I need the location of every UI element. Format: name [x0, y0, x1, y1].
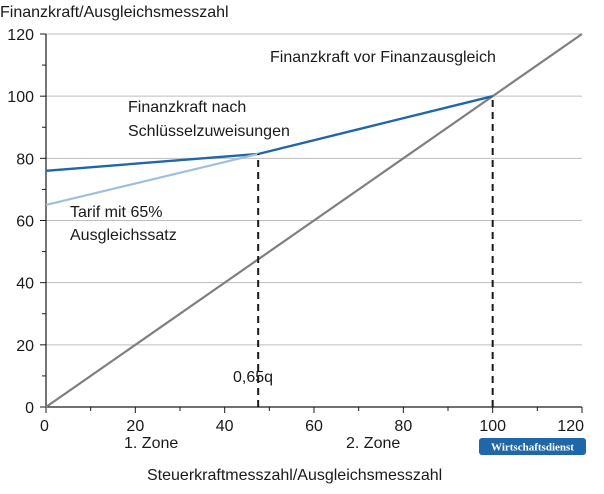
logo-text: Wirtschaftsdienst: [491, 442, 574, 454]
annotation-tarif-line1: Tarif mit 65%: [70, 204, 162, 221]
annotation-vor-finanzausgleich: Finanzkraft vor Finanzausgleich: [270, 49, 496, 66]
y-tick-label-20: 20: [16, 338, 34, 355]
y-tick-label-80: 80: [16, 151, 34, 168]
series-line-3: [45, 152, 259, 207]
y-tick-label-40: 40: [16, 276, 34, 293]
y-axis-label: Finanzkraft/Ausgleichsmesszahl: [0, 4, 229, 21]
x-tick-label-40: 40: [216, 418, 234, 435]
x-tick-label-60: 60: [305, 418, 323, 435]
annotation-q: 0,65q: [233, 369, 273, 386]
x-axis-label: Steuerkraftmesszahl/Ausgleichsmesszahl: [147, 467, 442, 484]
annotation-nach-line1: Finanzkraft nach: [128, 99, 246, 116]
zone-1-label: 1. Zone: [124, 435, 178, 452]
annotation-nach-line2: Schlüsselzuweisungen: [128, 123, 290, 140]
reference-lines: [257, 96, 494, 407]
ticks: 0 20 40 60 80 100 120 0 20 40 60 80 100 120: [7, 27, 584, 435]
zone-2-label: 2. Zone: [346, 435, 400, 452]
y-tick-label-60: 60: [16, 214, 34, 231]
y-tick-label-120: 120: [7, 27, 34, 44]
y-tick-label-0: 0: [25, 400, 34, 417]
x-tick-label-0: 0: [40, 418, 49, 435]
x-tick-label-120: 120: [557, 418, 584, 435]
x-tick-label-80: 80: [394, 418, 412, 435]
y-tick-label-100: 100: [7, 89, 34, 106]
grid: [46, 33, 582, 346]
wirtschaftsdienst-logo: Wirtschaftsdienst: [479, 438, 586, 455]
x-tick-label-20: 20: [126, 418, 144, 435]
x-tick-label-100: 100: [479, 418, 506, 435]
annotation-tarif-line2: Ausgleichssatz: [70, 227, 177, 244]
